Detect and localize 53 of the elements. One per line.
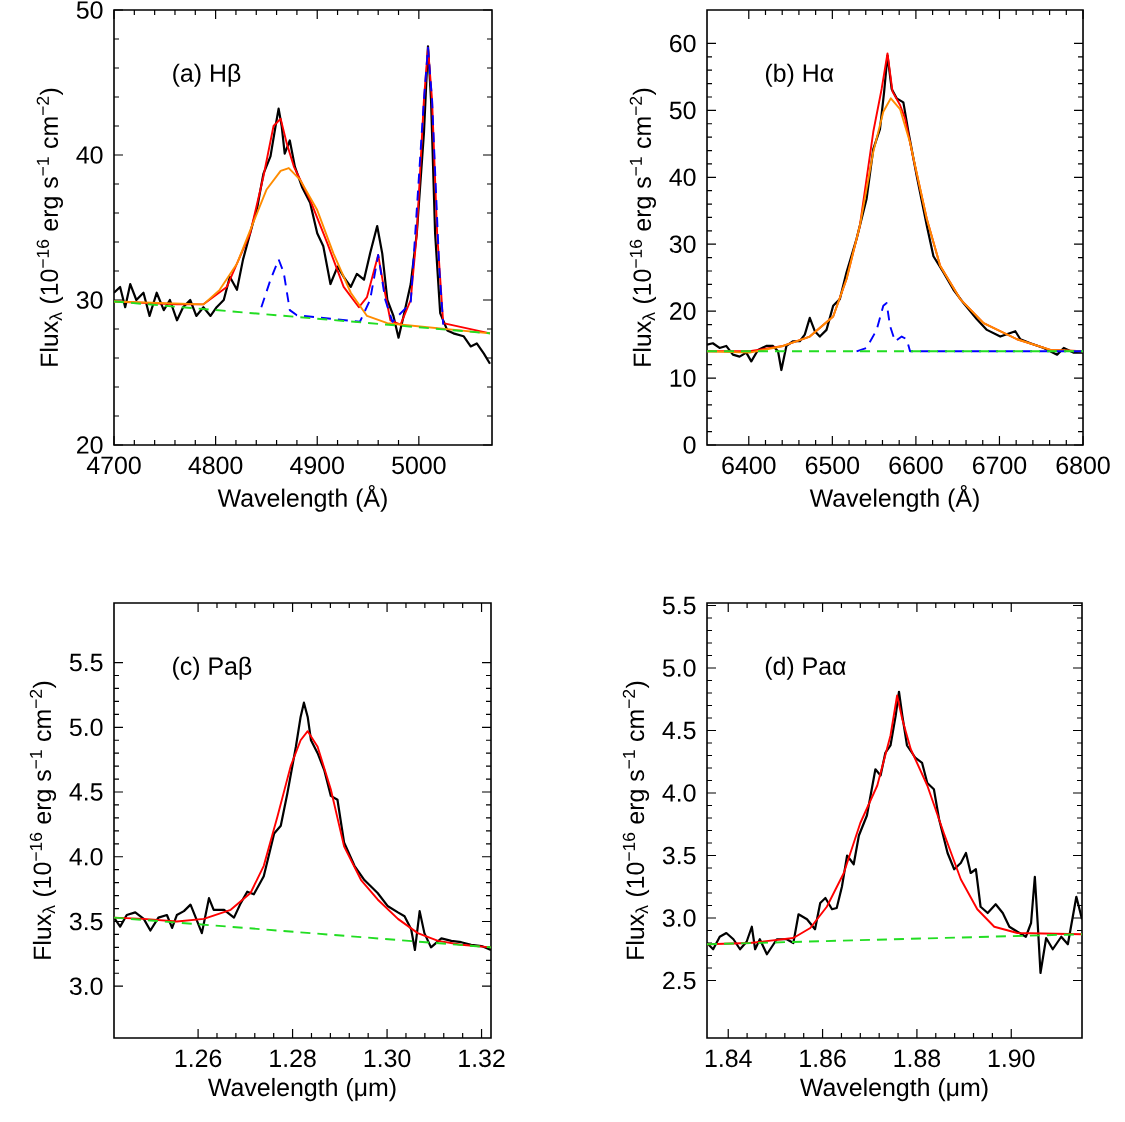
y-tick-label: 5.0	[662, 659, 696, 677]
x-tick-label: 1.26	[175, 1049, 222, 1068]
text: (b) Hα	[765, 63, 834, 87]
y-tick-label: 30	[76, 291, 103, 309]
y-tick-label: 5.5	[69, 653, 103, 672]
x-tick-label: 1.32	[459, 1049, 505, 1068]
y-tick-label: 40	[669, 168, 696, 187]
y-tick-label: 3.5	[69, 912, 103, 931]
x-axis-title: Wavelength (Å)	[217, 484, 387, 512]
x-tick-label: 1.88	[894, 1049, 941, 1068]
x-tick-label: 6600	[889, 456, 943, 475]
y-tick-label: 60	[670, 34, 696, 53]
y-tick-label: 10	[670, 369, 696, 387]
y-tick-label: 2.5	[663, 971, 696, 990]
x-tick-label: 6800	[1056, 456, 1110, 475]
x-tick-label: 1.86	[800, 1049, 846, 1068]
text: Flux$_{λ}$ (10$^{−16}$ erg s$^{−1}$ cm$^{−2}$)	[629, 88, 656, 366]
y-tick-label: 5.5	[662, 596, 696, 615]
x-tick-label: 1.30	[364, 1049, 411, 1068]
y-tick-label: 4.0	[662, 784, 696, 802]
x-tick-label: 4900	[290, 456, 344, 475]
y-tick-label: 40	[76, 146, 103, 164]
text: (c) Paβ	[173, 656, 252, 680]
text: (d) Paα	[765, 656, 846, 680]
text: Flux$_{λ}$ (10$^{−16}$ erg s$^{−1}$ cm$^{−2}$)	[36, 88, 63, 366]
x-axis-title: Wavelength (μm)	[800, 1077, 988, 1102]
text: Flux$_{λ}$ (10$^{−16}$ erg s$^{−1}$ cm$^{−2}$)	[622, 681, 650, 959]
x-axis-title: Wavelength (μm)	[208, 1077, 396, 1102]
y-tick-label: 50	[669, 101, 696, 120]
x-tick-label: 5000	[392, 456, 446, 475]
x-tick-label: 4800	[188, 456, 243, 475]
x-tick-label: 1.84	[705, 1049, 752, 1068]
y-tick-label: 0	[683, 436, 696, 454]
y-tick-label: 50	[76, 1, 103, 19]
x-tick-label: 1.90	[988, 1049, 1035, 1068]
x-tick-label: 6400	[722, 456, 776, 475]
x-axis-title: Wavelength (Å)	[809, 484, 979, 512]
text: (a) Hβ	[173, 63, 241, 87]
x-tick-label: 6500	[805, 456, 860, 475]
x-tick-label: 6700	[973, 456, 1027, 475]
x-tick-label: 4700	[86, 456, 141, 475]
x-tick-label: 1.28	[270, 1049, 316, 1068]
y-tick-label: 4.0	[69, 847, 103, 866]
y-tick-label: 3.0	[662, 909, 696, 927]
text: Flux$_{λ}$ (10$^{−16}$ erg s$^{−1}$ cm$^{−2}$)	[29, 681, 57, 959]
y-tick-label: 4.5	[662, 721, 696, 740]
y-tick-label: 3.0	[69, 977, 103, 996]
y-tick-label: 20	[670, 302, 696, 320]
y-tick-label: 3.5	[662, 846, 696, 865]
y-tick-label: 30	[669, 235, 696, 254]
y-tick-label: 4.5	[69, 783, 103, 801]
y-tick-label: 5.0	[69, 718, 103, 737]
y-tick-label: 20	[77, 436, 103, 454]
